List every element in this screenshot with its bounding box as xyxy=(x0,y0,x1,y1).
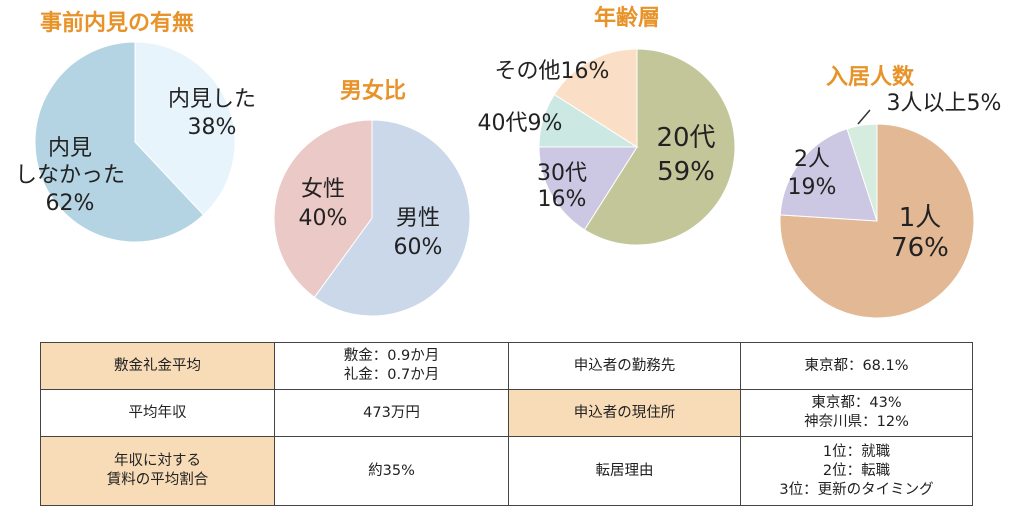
table-cell: 転居理由 xyxy=(508,436,741,506)
leader-line-3plus xyxy=(857,109,871,125)
slice-label-male: 男性 xyxy=(396,206,440,231)
table-cell: 年収に対する 賃料の平均割合 xyxy=(40,436,275,506)
table-cell: 約35% xyxy=(274,436,509,506)
chart-title-age: 年齢層 xyxy=(594,5,660,31)
table-cell: 敷金：0.9か月 礼金：0.7か月 xyxy=(274,342,509,390)
pie-slice-2-0 xyxy=(583,48,736,246)
table-cell: 申込者の現住所 xyxy=(508,389,741,437)
info-table: 敷金礼金平均 敷金：0.9か月 礼金：0.7か月 申込者の勤務先 東京都：68.1% 平… xyxy=(40,342,973,506)
slice-value-20s: 59% xyxy=(657,157,715,187)
slice-label-30s: 30代 xyxy=(537,161,587,186)
table-cell: 敷金礼金平均 xyxy=(40,342,275,390)
slice-value-30s: 16% xyxy=(538,187,587,212)
pie-chart-gender: 男女比 男性 60% 女性 40% xyxy=(273,78,471,317)
pie-gender xyxy=(273,119,471,317)
slice-value-female: 40% xyxy=(299,206,348,231)
slice-value-1person: 76% xyxy=(891,233,949,263)
slice-label-other: その他16% xyxy=(495,59,610,84)
slice-label-20s: 20代 xyxy=(656,123,715,153)
table-cell: 1位：就職 2位：転職 3位：更新のタイミング xyxy=(740,436,973,506)
pie-slice-3-1 xyxy=(779,128,878,222)
pie-slice-3-2 xyxy=(846,123,878,222)
table-cell: 473万円 xyxy=(274,389,509,437)
table-row: 敷金礼金平均 敷金：0.9か月 礼金：0.7か月 申込者の勤務先 東京都：68.1% xyxy=(40,342,973,390)
pie-viewing xyxy=(34,41,236,243)
table-cell: 東京都：43% 神奈川県：12% xyxy=(740,389,973,437)
slice-label-not-viewed-2: しなかった xyxy=(15,163,125,188)
pie-chart-age: 年齢層 20代 59% 30代 16% 40代9% その他16% xyxy=(478,5,736,246)
slice-label-1person: 1人 xyxy=(899,203,942,233)
table-cell: 申込者の勤務先 xyxy=(508,342,741,390)
pie-chart-occupants: 入居人数 1人 76% 2人 19% 3人以上5% xyxy=(779,64,1002,319)
pie-chart-viewing: 事前内見の有無 内見した 38% 内見 しなかった 62% xyxy=(15,10,256,243)
pie-slice-2-1 xyxy=(538,146,638,231)
pie-slice-0-1 xyxy=(34,41,205,243)
slice-value-viewed: 38% xyxy=(188,115,237,140)
table-cell: 東京都：68.1% xyxy=(740,342,973,390)
pie-slice-3-0 xyxy=(779,123,975,319)
pie-age xyxy=(538,48,736,246)
pie-slice-2-3 xyxy=(553,48,638,148)
table-row: 平均年収 473万円 申込者の現住所 東京都：43% 神奈川県：12% xyxy=(40,389,973,437)
slice-label-viewed: 内見した xyxy=(168,87,256,112)
slice-label-40s: 40代9% xyxy=(478,111,563,136)
chart-title-occupants: 入居人数 xyxy=(826,64,915,90)
pie-charts: 事前内見の有無 内見した 38% 内見 しなかった 62% 男女比 男性 60%… xyxy=(15,5,1002,319)
pie-slice-1-0 xyxy=(313,119,471,317)
pie-occupants xyxy=(779,123,975,319)
slice-label-2person: 2人 xyxy=(794,147,830,172)
slice-value-not-viewed: 62% xyxy=(46,191,95,216)
pie-slice-0-0 xyxy=(134,41,236,216)
chart-title-viewing: 事前内見の有無 xyxy=(40,10,194,36)
slice-label-female: 女性 xyxy=(301,177,345,202)
slice-value-2person: 19% xyxy=(788,175,837,200)
table-row: 年収に対する 賃料の平均割合 約35% 転居理由 1位：就職 2位：転職 3位：更新の… xyxy=(40,436,973,506)
slice-value-male: 60% xyxy=(394,235,443,260)
chart-title-gender: 男女比 xyxy=(340,78,406,104)
slice-label-not-viewed-1: 内見 xyxy=(48,136,92,161)
slice-label-3plus: 3人以上5% xyxy=(887,91,1002,116)
pie-slice-1-1 xyxy=(273,119,373,298)
table-cell: 平均年収 xyxy=(40,389,275,437)
